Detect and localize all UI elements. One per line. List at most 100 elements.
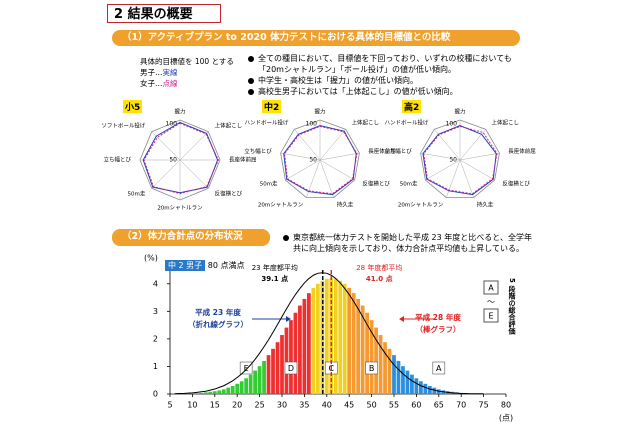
bar [203, 392, 208, 394]
legend-male: 男子…実線 [140, 67, 240, 78]
x-tick-label: 25 [255, 401, 265, 410]
x-tick-label: 10 [187, 401, 197, 410]
radar-axis-label: 握力 [314, 108, 325, 116]
bar [212, 391, 217, 394]
bar [351, 293, 356, 394]
bar [333, 278, 338, 394]
bar [410, 374, 414, 394]
radar-title: 高2 [402, 100, 422, 113]
annotation-note: （棒グラフ） [416, 324, 461, 334]
bar [414, 378, 419, 394]
bar [199, 392, 204, 394]
radar-axis-label: ソフトボール投げ [101, 122, 146, 130]
radar-spoke [446, 159, 461, 198]
radar-axis-label: 握力 [174, 108, 185, 116]
y-tick-label: 1 [153, 362, 158, 371]
radar-axis-label: 50m走 [127, 189, 145, 197]
y-tick-label: 0 [153, 390, 158, 399]
radar-axis-label: 上体起こし [491, 119, 519, 127]
bullet-text: 東京都統一体力テストを開始した平成 23 年度と比べると、全学年共に向上傾向を示… [293, 233, 532, 253]
grade-label: D [288, 364, 294, 373]
grade-top: A [488, 284, 494, 293]
bar [226, 387, 231, 394]
x-tick-label: 40 [322, 401, 332, 410]
radar-axis-label: 立ち幅とび [103, 156, 131, 164]
bar [396, 360, 401, 394]
radar-axis-label: 50m走 [400, 180, 418, 188]
bar [356, 298, 361, 394]
bar [235, 383, 240, 394]
radar-tick-label: 100 [306, 121, 318, 128]
annotation: 平成 23 年度 [195, 307, 241, 317]
bar [230, 386, 235, 394]
hist-title: 中 2 男子 [165, 260, 206, 271]
bar [302, 298, 307, 394]
bar [280, 335, 284, 394]
y-tick-label: 2 [153, 334, 158, 343]
bar [190, 393, 195, 394]
radar-line [143, 122, 219, 195]
legend: 具体的目標値を 100 とする 男子…実線 女子…点線 [140, 56, 240, 89]
radar-spoke [319, 159, 334, 198]
radar-axis-label: 上体起こし [215, 122, 243, 130]
bullet-list: 全ての種目において、目標値を下回っており、いずれの校種においても「20mシャトル… [248, 53, 530, 97]
radar-spoke [319, 129, 346, 161]
bullet-text: 中学生・高校生は「握力」の値が低い傾向。 [258, 76, 418, 85]
radar-axis-label: 20mシャトルラン [258, 202, 304, 209]
radar-tick-label: 100 [446, 121, 458, 128]
legend-female-label: 女子… [140, 79, 163, 88]
bar [248, 374, 253, 394]
bullet: 東京都統一体力テストを開始した平成 23 年度と比べると、全学年共に向上傾向を示… [283, 232, 535, 254]
section-banner: （2）体力合計点の分布状況 [112, 229, 270, 246]
bar [374, 327, 378, 394]
legend-female-style: 点線 [162, 79, 178, 88]
radar-title: 小5 [123, 100, 143, 113]
radar-spoke [319, 152, 360, 161]
grade-label-box [284, 361, 298, 375]
bar [298, 305, 302, 394]
bar [347, 287, 352, 394]
bar [401, 366, 405, 394]
annotation-note: （折れ線グラフ） [188, 319, 248, 329]
radar-spoke [280, 152, 321, 161]
reference-value: 41.0 点 [366, 274, 393, 283]
radar-spoke [425, 159, 461, 181]
grade-label-box [239, 361, 253, 375]
radar-line [422, 125, 497, 196]
bullets: 東京都統一体力テストを開始した平成 23 年度と比べると、全学年共に向上傾向を示… [283, 232, 535, 254]
radar-spoke [459, 152, 500, 161]
bullets: 全ての種目において、目標値を下回っており、いずれの校種においても「20mシャトル… [248, 53, 530, 97]
radar-axis-label: 長座体前屈 [368, 147, 396, 155]
grade-box [483, 280, 499, 295]
x-tick-label: 50 [367, 401, 377, 410]
grade-label-box [365, 361, 378, 375]
radar-axis-label: 持久走 [337, 201, 354, 209]
arrow-head [286, 316, 291, 322]
radar-grid [280, 119, 360, 198]
annotation: 平成 28 年度 [415, 312, 461, 322]
y-tick-label: 4 [153, 279, 158, 288]
radar-axis-label: 20mシャトルラン [157, 205, 203, 212]
bar [369, 320, 374, 394]
grade-box [483, 308, 499, 323]
radar-axis-label: 上体起こし [351, 119, 379, 127]
radar-tick-label: 50 [309, 157, 317, 164]
grade-between: ～ [487, 298, 495, 307]
legend-male-label: 男子… [140, 68, 163, 77]
radar-axis-label: 反復横とび [502, 180, 530, 188]
bar [284, 327, 289, 394]
bar [418, 381, 423, 394]
radar-line [284, 125, 358, 195]
bar [262, 360, 266, 394]
bar [271, 348, 275, 394]
arrow-head [399, 316, 404, 322]
bar [387, 348, 392, 394]
bar [257, 366, 262, 394]
header-title: 2 結果の概要 [107, 4, 221, 23]
x-axis-label: (点) [499, 414, 513, 423]
x-tick-label: 5 [167, 401, 172, 410]
radar-axis-label: 20mシャトルラン [398, 202, 444, 209]
radar-spoke [285, 159, 321, 181]
bar [221, 389, 226, 394]
